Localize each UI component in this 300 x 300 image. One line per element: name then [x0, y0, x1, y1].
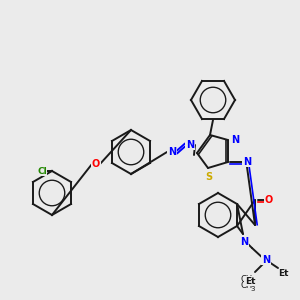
- Text: 3: 3: [251, 286, 255, 292]
- Text: N: N: [186, 140, 194, 150]
- Text: Et: Et: [278, 269, 288, 278]
- Text: Et: Et: [245, 277, 255, 286]
- Text: 2: 2: [251, 279, 255, 285]
- Text: O: O: [265, 195, 273, 205]
- Text: N: N: [168, 147, 176, 157]
- Text: N: N: [243, 157, 251, 167]
- Text: N: N: [240, 237, 248, 247]
- Text: CH: CH: [241, 274, 253, 284]
- Text: S: S: [206, 172, 213, 182]
- Text: N: N: [231, 135, 239, 145]
- Text: CH: CH: [241, 281, 253, 290]
- Text: Cl: Cl: [37, 167, 47, 176]
- Text: O: O: [92, 159, 100, 169]
- Text: N: N: [262, 255, 270, 265]
